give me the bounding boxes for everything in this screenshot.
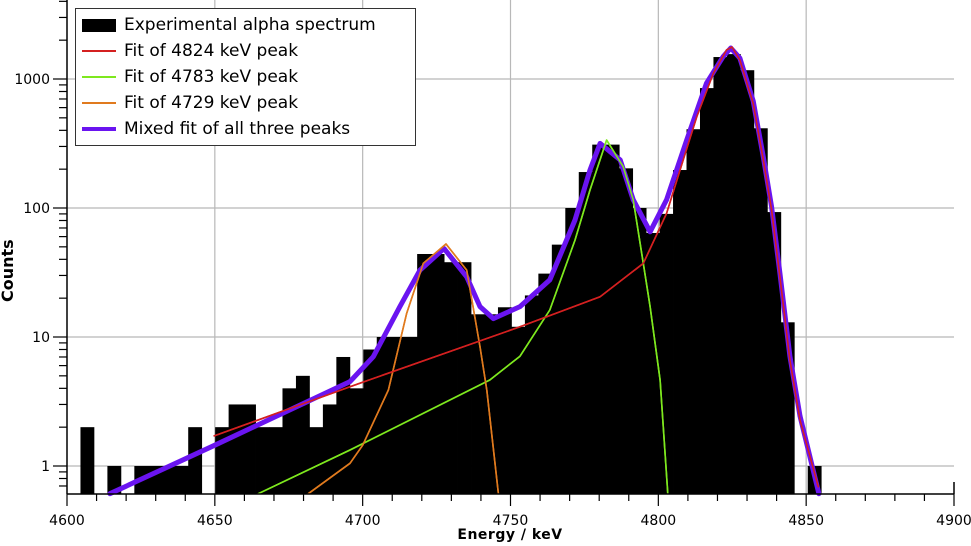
legend-swatch-green-line bbox=[82, 76, 116, 78]
histogram-bar bbox=[457, 262, 472, 494]
y-tick-label: 1000 bbox=[14, 72, 50, 88]
histogram-bar bbox=[228, 404, 243, 494]
histogram-bar bbox=[578, 172, 593, 495]
x-tick-label: 4800 bbox=[641, 513, 677, 529]
legend-item-fit-4824: Fit of 4824 keV peak bbox=[82, 38, 409, 64]
histogram-bar bbox=[592, 144, 607, 495]
legend-item-fit-4783: Fit of 4783 keV peak bbox=[82, 64, 409, 90]
histogram-bar bbox=[309, 427, 324, 494]
histogram-bar bbox=[188, 427, 203, 494]
x-tick-label: 4700 bbox=[345, 513, 381, 529]
histogram-bar bbox=[713, 57, 728, 494]
histogram-bar bbox=[444, 262, 458, 494]
histogram-bar bbox=[376, 337, 391, 494]
histogram-bar bbox=[565, 208, 580, 494]
histogram-bar bbox=[161, 466, 176, 494]
y-tick-label: 1 bbox=[41, 459, 50, 475]
fit-curves bbox=[107, 45, 822, 497]
y-tick-label: 10 bbox=[32, 330, 50, 346]
histogram-bar bbox=[484, 314, 499, 494]
histogram-bar bbox=[242, 404, 256, 494]
histogram-bar bbox=[524, 295, 539, 494]
histogram-bar bbox=[686, 129, 701, 494]
axes: 4600 4650 4700 4750 4800 4850 4900 1 10 100 1000 bbox=[14, 0, 971, 529]
histogram-bar bbox=[726, 54, 741, 495]
legend-label: Fit of 4824 keV peak bbox=[124, 41, 299, 61]
y-axis-label: Counts bbox=[0, 239, 17, 302]
x-tick-label: 4600 bbox=[49, 513, 85, 529]
histogram-bar bbox=[538, 273, 553, 494]
legend-item-mixed-fit: Mixed fit of all three peaks bbox=[82, 116, 409, 142]
histogram-bar bbox=[349, 388, 364, 494]
histogram-bar bbox=[174, 466, 189, 494]
legend-item-fit-4729: Fit of 4729 keV peak bbox=[82, 90, 409, 116]
histogram-bar bbox=[282, 388, 297, 494]
legend-label: Mixed fit of all three peaks bbox=[124, 119, 351, 139]
x-axis-label: Energy / keV bbox=[457, 527, 563, 543]
histogram-bar bbox=[673, 170, 687, 494]
histogram-bar bbox=[605, 144, 620, 495]
histogram-bar bbox=[767, 212, 782, 494]
histogram-bar bbox=[699, 88, 714, 495]
histogram-bar bbox=[107, 466, 122, 494]
legend-label: Fit of 4783 keV peak bbox=[124, 67, 299, 87]
legend-swatch-purple-line bbox=[82, 127, 116, 131]
histogram-bar bbox=[619, 168, 634, 494]
histogram-bar bbox=[80, 427, 95, 494]
x-tick-label: 4750 bbox=[493, 513, 529, 529]
histogram-bar bbox=[430, 253, 445, 494]
histogram-bar bbox=[295, 375, 310, 494]
legend-label: Experimental alpha spectrum bbox=[124, 15, 376, 35]
histogram-bar bbox=[403, 337, 418, 494]
legend-swatch-orange-line bbox=[82, 102, 116, 104]
histogram-bar bbox=[336, 356, 351, 494]
legend-swatch-box bbox=[82, 18, 116, 32]
histogram-bar bbox=[255, 427, 270, 494]
histogram-bar bbox=[659, 213, 674, 494]
histogram-bar bbox=[551, 244, 566, 494]
histogram-bar bbox=[632, 208, 647, 494]
x-tick-label: 4650 bbox=[197, 513, 233, 529]
histogram-bar bbox=[363, 349, 378, 494]
histogram-bar bbox=[753, 128, 768, 494]
histogram-bar bbox=[511, 326, 526, 494]
histogram-bar bbox=[390, 337, 405, 494]
histogram-bar bbox=[417, 253, 432, 494]
legend-item-spectrum: Experimental alpha spectrum bbox=[82, 12, 409, 38]
x-tick-label: 4900 bbox=[936, 513, 971, 529]
x-tick-label: 4850 bbox=[788, 513, 824, 529]
histogram-bar bbox=[322, 404, 337, 494]
histogram-bar bbox=[740, 70, 755, 494]
histogram-bar bbox=[497, 307, 512, 494]
y-tick-label: 100 bbox=[23, 201, 50, 217]
legend: Experimental alpha spectrum Fit of 4824 … bbox=[75, 8, 416, 146]
legend-swatch-red-line bbox=[82, 50, 116, 52]
legend-label: Fit of 4729 keV peak bbox=[124, 93, 299, 113]
histogram-bar bbox=[269, 427, 283, 494]
